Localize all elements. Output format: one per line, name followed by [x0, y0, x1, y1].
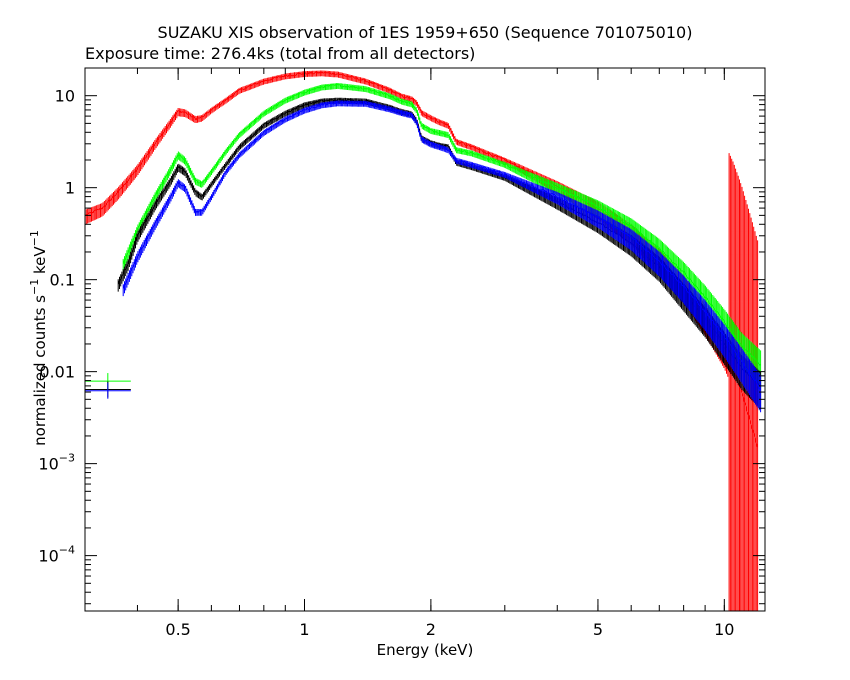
y-tick-label-base: 10 — [38, 455, 58, 474]
series-2 — [122, 83, 762, 388]
x-tick-label: 5 — [593, 620, 603, 639]
y-axis-label: normalized counts s−1 keV−1 — [28, 230, 49, 446]
y-tick-label: 1 — [65, 179, 75, 198]
y-tick-label: 10−4 — [38, 544, 75, 566]
y-tick-label-base: 10 — [38, 547, 58, 566]
x-tick-label: 10 — [714, 620, 734, 639]
y-tick-label-exp: −3 — [59, 452, 75, 465]
y-tick-label: 10 — [55, 87, 75, 106]
series-1 — [84, 70, 759, 611]
y-tick-label-exp: −4 — [59, 544, 75, 557]
y-axis-label-exp1: −1 — [28, 279, 41, 295]
x-tick-labels: 0.5 1 2 5 10 — [165, 620, 734, 639]
series-2-trace — [122, 83, 762, 388]
series-layer — [84, 70, 762, 611]
y-tick-label: 10−3 — [38, 452, 75, 474]
y-axis-label-base: normalized counts s — [31, 295, 49, 446]
y-tick-label: 0.01 — [39, 363, 75, 382]
x-tick-label: 1 — [299, 620, 309, 639]
y-axis-label-exp2: −1 — [28, 230, 41, 246]
chart-subtitle: Exposure time: 276.4ks (total from all d… — [85, 44, 475, 63]
series-4 — [122, 100, 762, 413]
x-tick-label: 0.5 — [165, 620, 190, 639]
y-axis-label-mid: keV — [31, 246, 49, 279]
series-1-trace — [84, 70, 759, 611]
series-4-trace — [122, 100, 762, 413]
plot-frame — [84, 67, 766, 612]
background-markers — [84, 373, 131, 399]
x-tick-label: 2 — [426, 620, 436, 639]
x-axis-label: Energy (keV) — [377, 641, 474, 659]
axis-ticks — [84, 67, 765, 611]
chart-title: SUZAKU XIS observation of 1ES 1959+650 (… — [158, 23, 693, 42]
y-tick-label: 0.1 — [50, 271, 75, 290]
